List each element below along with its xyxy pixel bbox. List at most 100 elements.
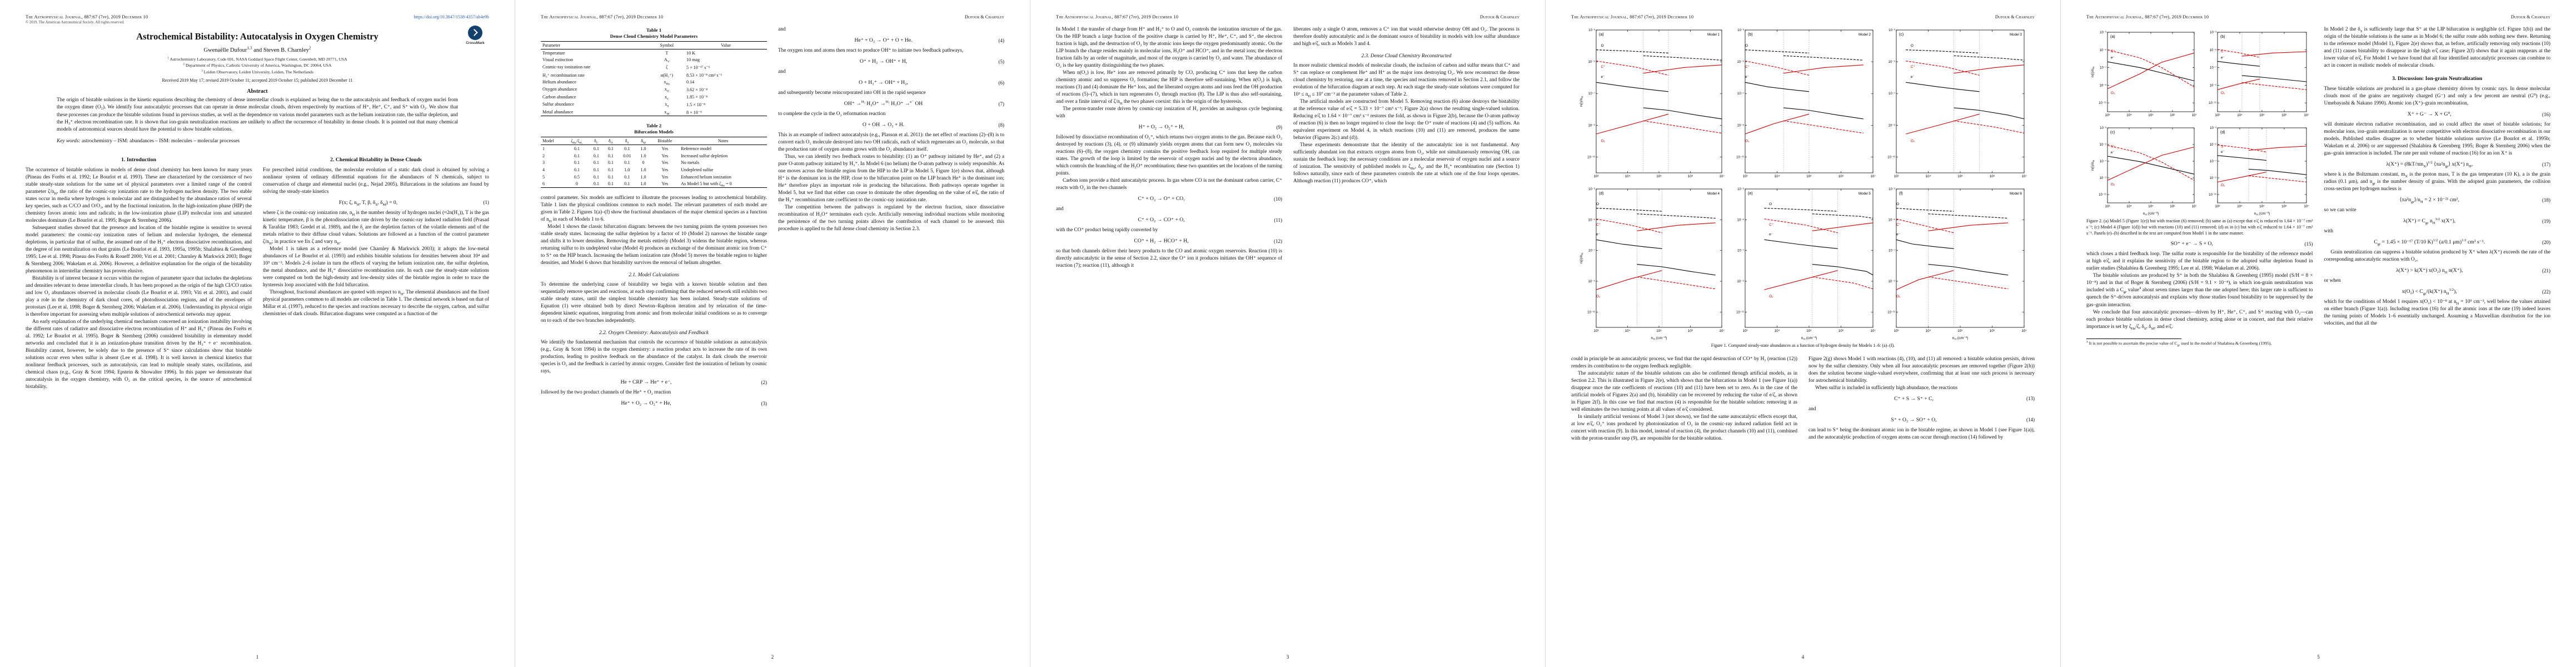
paragraph: Model 1 is taken as a reference model (s…: [263, 246, 489, 288]
svg-text:10⁴: 10⁴: [2237, 113, 2243, 117]
svg-text:10⁵: 10⁵: [1656, 175, 1662, 178]
paragraph: We conclude that four autocatalytic proc…: [2086, 309, 2313, 331]
table-cell: 1.5 × 10⁻⁸: [686, 102, 705, 107]
affiliations: 1 Astrochemistry Laboratory, Code 691, N…: [26, 56, 489, 76]
svg-text:10⁻³: 10⁻³: [1737, 188, 1744, 191]
crossmark-label: CrossMark: [466, 41, 485, 45]
table-cell: 0.1: [624, 160, 630, 166]
svg-text:10⁴: 10⁴: [2126, 113, 2132, 117]
svg-text:10⁻⁵: 10⁻⁵: [1737, 218, 1745, 222]
journal-line: The Astrophysical Journal, 887:67 (7pp),…: [1056, 14, 1179, 19]
data-table: Model ζHe/ζH₂ δC δO δS δM Bistable Notes 1 0.1 0.1…: [541, 137, 767, 188]
paragraph: Model 1 shows the classic bifurcation di…: [541, 223, 767, 266]
doi-link[interactable]: https://doi.org/10.3847/1538-4357/ab4e9b: [413, 14, 489, 19]
svg-text:10³: 10³: [2105, 113, 2110, 117]
page-header: The Astrophysical Journal, 887:67 (7pp),…: [1056, 14, 1519, 19]
column-1: In Model 1 the transfer of charge from H…: [1056, 26, 1282, 270]
table-cell: 3.62 × 10⁻⁴: [686, 87, 707, 92]
journal-line: The Astrophysical Journal, 887:67 (7pp),…: [541, 14, 664, 19]
svg-text:10⁷: 10⁷: [2304, 205, 2309, 208]
plot-(a): 10³ 10⁴ 10⁵ 10⁶ 10⁷ 10⁻¹¹ 10⁻⁹ 10⁻⁷ 10⁻⁵ 10⁻³ e⁻ O₂…: [2091, 31, 2197, 117]
equation-body: x(O₂) < Cgr/(k(X⁺) nH1/2),: [2401, 288, 2457, 296]
column-header: Symbol: [649, 41, 685, 49]
svg-text:O₂: O₂: [2221, 183, 2225, 187]
svg-text:O: O: [1896, 202, 1899, 206]
equation: X⁺ + G⁻ → X + G⁰, (16): [2324, 111, 2550, 117]
table-row: H₃⁺ recombination rate α(H₃⁺) 8.53 × 10⁻⁸ …: [541, 71, 767, 79]
svg-text:10⁵: 10⁵: [1656, 329, 1662, 333]
svg-text:10⁻⁹: 10⁻⁹: [2099, 176, 2106, 180]
table-cell: 5: [542, 174, 545, 180]
equation-body: S⁺ + O₂ → SO⁺ + O,: [1891, 416, 1937, 423]
svg-text:10⁻³: 10⁻³: [2100, 31, 2106, 34]
column-header: δM: [636, 137, 651, 146]
svg-text:10⁶: 10⁶: [1688, 329, 1693, 333]
equation: SO⁺ + e⁻ → S + O, (15): [2086, 241, 2313, 247]
svg-text:10⁻⁷: 10⁻⁷: [2210, 66, 2216, 70]
equation: He⁺ + O₂ → O⁺ + O + He. (4): [778, 37, 1004, 43]
paragraph: to complete the cycle in the O₂ reformat…: [778, 111, 886, 117]
svg-text:10³: 10³: [1743, 175, 1748, 178]
svg-text:nH (cm⁻³): nH (cm⁻³): [2142, 212, 2159, 216]
svg-text:C⁺: C⁺: [2111, 49, 2115, 53]
running-head: Dufour & Charnley: [1995, 14, 2035, 19]
table-cell: Yes: [661, 181, 669, 187]
svg-text:10⁻⁷: 10⁻⁷: [1889, 92, 1895, 96]
table-row: Carbon abundance xC 1.85 × 10⁻⁴: [541, 93, 767, 101]
svg-text:Model 5: Model 5: [1858, 192, 1871, 196]
svg-text:10⁷: 10⁷: [1719, 175, 1724, 178]
svg-text:10⁵: 10⁵: [2259, 205, 2265, 208]
paragraph: The bistable solutions are produced by S…: [2086, 273, 2313, 308]
table-cell: 0.1: [607, 181, 614, 187]
svg-text:nH (cm⁻³): nH (cm⁻³): [2254, 212, 2270, 216]
svg-text:Model 1: Model 1: [1707, 33, 1720, 37]
svg-text:10⁻¹¹: 10⁻¹¹: [2099, 193, 2106, 197]
equation: λ(X⁺) = (8kT/πmX)1/2 ⟨πa²ngr⟩ x(X⁺) nH, (…: [2324, 161, 2550, 169]
paragraph: We identify the fundamental mechanism th…: [541, 340, 767, 375]
figure-panel: 10³ 10⁴ 10⁵ 10⁶ 10⁷ 10⁻¹¹ 10⁻⁹ 10⁻⁷ 10⁻⁵ 10⁻³ e⁻ O₂…: [2201, 27, 2311, 121]
svg-text:10⁻⁵: 10⁻⁵: [2099, 143, 2106, 147]
paragraph: so we can write: [2324, 207, 2356, 213]
svg-text:O₂: O₂: [1601, 139, 1605, 143]
equation: OH⁺ →H₂ H₂O⁺ →H₂ H₃O⁺ →e⁻ OH (7): [778, 100, 1004, 107]
table-block: Table 2 Bifurcation Models Model ζHe/ζH₂ δC δ…: [541, 123, 767, 188]
svg-text:10³: 10³: [1594, 329, 1599, 333]
table-cell: Increased sulfur depletion: [681, 153, 728, 158]
table-cell: 0.1: [607, 146, 614, 152]
table-cell: Yes: [661, 146, 669, 152]
table-cell: Sulfur abundance: [542, 102, 574, 107]
svg-text:10⁻³: 10⁻³: [1588, 29, 1595, 32]
column-header: δO: [603, 137, 618, 146]
svg-text:(d): (d): [2220, 131, 2225, 135]
table-cell: 0.1: [607, 160, 614, 166]
svg-text:10⁻⁵: 10⁻⁵: [2099, 48, 2106, 52]
crossmark-badge[interactable]: CrossMark: [459, 26, 491, 45]
plot-(d): 10³ 10⁴ 10⁵ 10⁶ 10⁷ 10⁻¹¹ 10⁻⁹ 10⁻⁷ 10⁻⁵ 10⁻³ Oe⁻ O…: [1580, 188, 1725, 341]
journal-line: The Astrophysical Journal, 887:67 (7pp),…: [26, 14, 148, 19]
equation-number: (22): [2542, 288, 2550, 295]
equation-body: O + OH → O₂ + H.: [862, 122, 905, 128]
svg-text:10⁻⁷: 10⁻⁷: [1588, 92, 1595, 96]
svg-text:Model 3: Model 3: [2010, 33, 2022, 37]
svg-text:nH (cm⁻³): nH (cm⁻³): [1952, 336, 1969, 341]
plot-(c): 10³ 10⁴ 10⁵ 10⁶ 10⁷ 10⁻¹¹ 10⁻⁹ 10⁻⁷ 10⁻⁵ 10⁻³ Oe⁻ O…: [1887, 29, 2026, 178]
svg-text:10³: 10³: [2105, 205, 2110, 208]
column-1: 10³ 10⁴ 10⁵ 10⁶ 10⁷ 10⁻¹¹ 10⁻⁹ 10⁻⁷ 10⁻⁵ 10⁻³ e⁻ O₂…: [2086, 26, 2313, 347]
svg-text:10⁻⁷: 10⁻⁷: [1889, 249, 1895, 253]
paragraph: These bistable solutions are produced in…: [2324, 86, 2551, 107]
equation-body: λ(X⁺) = (8kT/πmX)1/2 ⟨πa²ngr⟩ x(X⁺) nH,: [2386, 161, 2473, 169]
column-2: 2. Chemical Bistability in Dense Clouds F…: [263, 151, 489, 318]
svg-text:n(i)/nH: n(i)/nH: [1580, 96, 1585, 107]
svg-text:10⁻⁵: 10⁻⁵: [1737, 60, 1745, 64]
svg-text:10⁻¹¹: 10⁻¹¹: [1736, 311, 1744, 314]
equation: S⁺ + O₂ → SO⁺ + O, (14): [1808, 417, 2035, 423]
svg-text:e⁻: e⁻: [1745, 75, 1749, 79]
table-cell: 1.0: [624, 167, 630, 172]
table-cell: Cosmic-ray ionization rate: [542, 64, 591, 70]
abstract-text: The origin of bistable solutions in the …: [57, 97, 458, 133]
svg-text:O₂: O₂: [1769, 295, 1773, 298]
table-cell: Temperature: [542, 50, 565, 56]
figure-panels: 10³ 10⁴ 10⁵ 10⁶ 10⁷ 10⁻¹¹ 10⁻⁹ 10⁻⁷ 10⁻⁵ 10⁻³ e⁻ O₂…: [2086, 27, 2313, 217]
column-1: 1. Introduction The occurrence of bistabl…: [26, 151, 252, 391]
